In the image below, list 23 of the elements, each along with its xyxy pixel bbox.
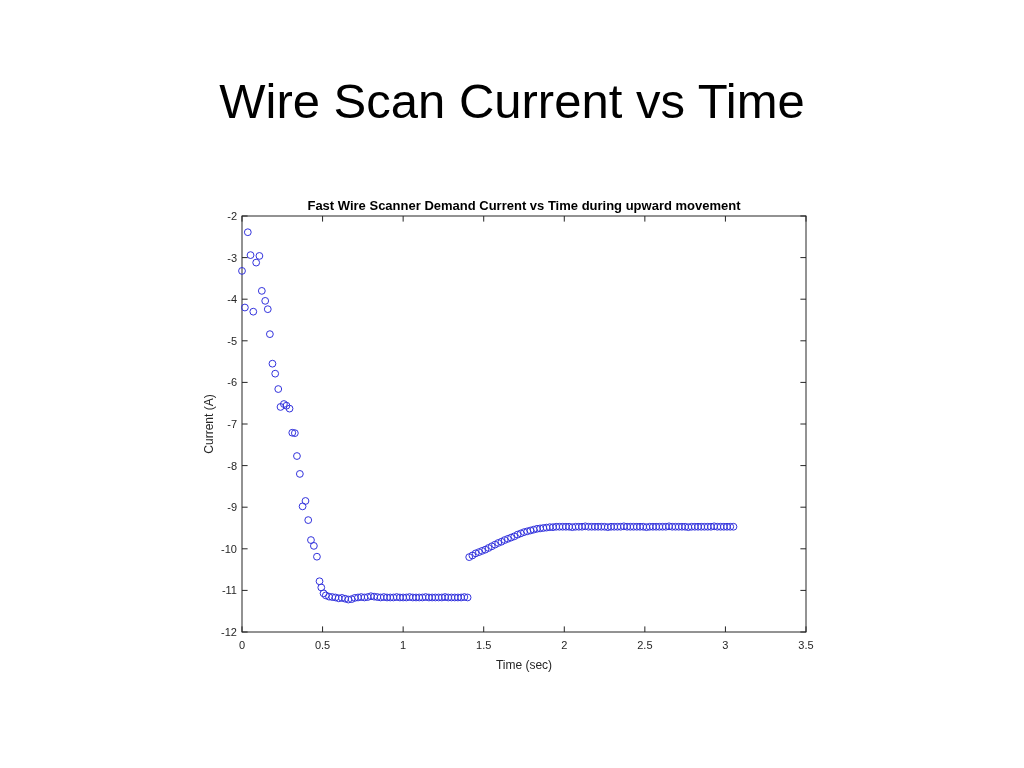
y-tick-label: -5 [227,334,237,347]
y-tick-label: -9 [227,501,237,514]
x-tick-label: 1.5 [476,639,492,651]
y-axis-title: Current (A) [202,394,216,454]
x-tick-label: 2.5 [637,639,653,651]
x-axis-title: Time (sec) [495,658,553,672]
x-tick-label: 0.5 [314,639,331,651]
chart-title: Wire Scan Current vs Time [219,74,805,128]
y-tick-label: -6 [227,376,237,389]
x-tick-label: 3 [722,639,729,651]
y-tick-label: -3 [227,251,237,264]
y-tick-label: -10 [221,542,237,555]
y-tick-label: -2 [227,210,237,222]
y-tick-label: -4 [227,293,237,306]
y-tick-label: -12 [221,626,237,638]
y-tick-label: -8 [227,459,237,472]
y-tick-label: -7 [227,418,237,430]
x-tick-label: 2 [561,639,568,651]
chart-subtitle: Fast Wire Scanner Demand Current vs Time during upward movement [307,198,742,213]
x-tick-label: 0 [238,639,246,651]
x-tick-label: 1 [400,639,407,651]
x-tick-label: 3.5 [798,639,814,651]
y-tick-label: -11 [221,584,237,597]
